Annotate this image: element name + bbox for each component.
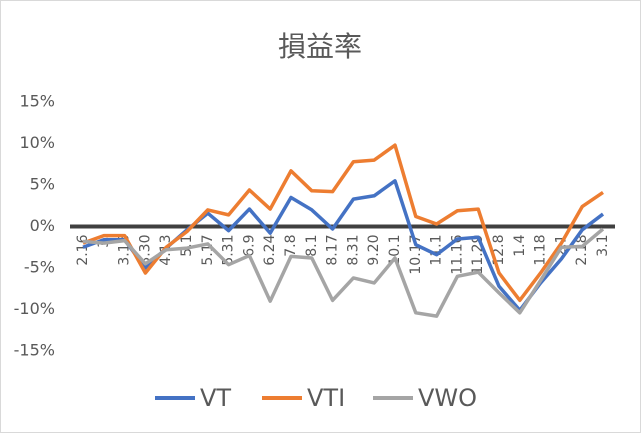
y-tick-label: 5% [30,175,55,194]
y-tick-label: 10% [19,133,55,152]
y-tick-label: 15% [19,92,55,111]
y-tick-label: -15% [14,341,55,360]
legend-label: VWO [418,384,477,412]
x-tick-label: 8.1 [304,235,320,257]
x-tick-label: 5.17 [200,235,216,266]
x-tick-label: 11.16 [449,234,465,274]
x-tick-label: 6.24 [262,234,278,265]
x-tick-label: 11.1 [429,235,445,266]
x-tick-label: 1.4 [512,234,528,256]
y-tick-label: -10% [14,299,55,318]
x-tick-label: 10.17 [408,235,424,275]
x-tick-label: 6.9 [241,235,257,257]
series-line [82,143,604,303]
y-tick-label: -5% [24,258,55,277]
x-tick-label: 8.31 [345,235,361,266]
x-tick-label: 8.17 [325,235,341,266]
series-line [82,227,605,318]
x-tick-label: 10.1 [387,235,403,266]
x-tick-label: 3.1 [595,235,611,257]
legend-label: VTI [307,384,345,412]
legend-label: VT [200,384,231,412]
x-tick-label: 9.20 [366,235,382,266]
x-tick-label: 1.18 [533,235,549,266]
x-tick-label: 2.16 [75,234,91,265]
chart-title: 損益率 [278,30,362,63]
x-tick-label: 5.31 [221,235,237,266]
y-tick-label: 0% [30,216,55,235]
x-tick-label: 5.1 [179,235,195,257]
x-tick-label: 7.8 [283,235,299,257]
